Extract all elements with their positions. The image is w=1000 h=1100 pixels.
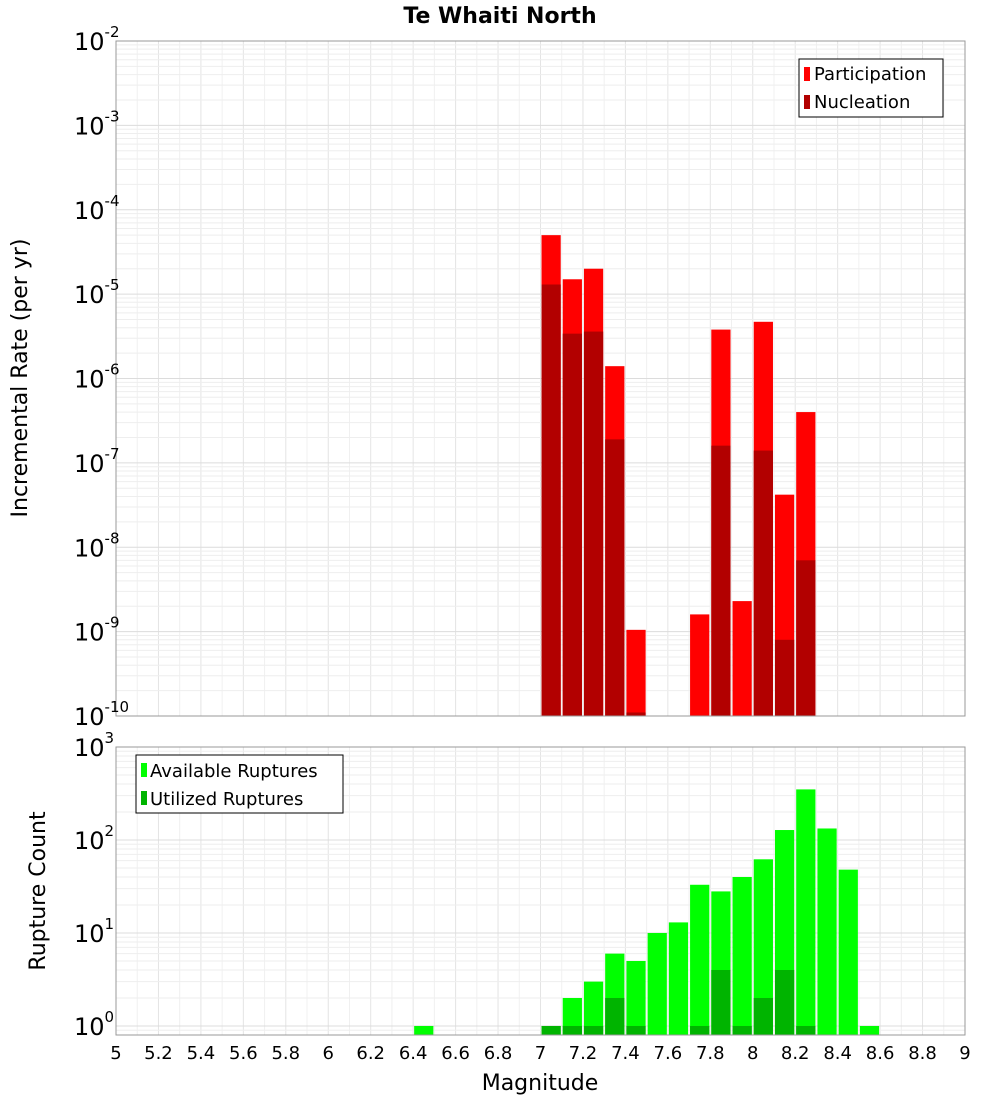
bottom-bar-series1 — [668, 922, 689, 1035]
x-tick-label: 8.8 — [908, 1043, 937, 1064]
x-tick-label: 6.2 — [356, 1043, 385, 1064]
chart-title: Te Whaiti North — [403, 4, 596, 29]
x-axis-label: Magnitude — [482, 1071, 599, 1096]
rupture-count-panel: 100 101 102 103 5 5.2 5.4 5.6 5.8 6 6.2 6.4 6.6 6.8 7… — [26, 729, 971, 1096]
legend-swatch-nucleation — [804, 95, 810, 109]
legend-swatch-available — [141, 763, 147, 777]
top-legend: Participation Nucleation — [798, 58, 944, 118]
bottom-bar-series2 — [732, 1025, 752, 1035]
legend-label-participation: Participation — [814, 64, 926, 85]
top-bar-series2 — [562, 333, 582, 716]
legend-label-utilized: Utilized Ruptures — [150, 789, 303, 810]
bottom-x-ticks: 5 5.2 5.4 5.6 5.8 6 6.2 6.4 6.6 6.8 7 7.2 7.4 7.6 7.8 8… — [110, 1043, 970, 1064]
bottom-y-tick-label: 102 — [74, 822, 114, 855]
x-tick-label: 6.6 — [441, 1043, 470, 1064]
bottom-bar-series1 — [562, 997, 582, 1035]
top-plot-frame — [115, 40, 966, 717]
top-y-tick-label: 10-10 — [74, 698, 129, 731]
x-tick-label: 9 — [959, 1043, 970, 1064]
bottom-bar-series2 — [753, 997, 773, 1035]
bottom-bar-series1 — [583, 981, 604, 1035]
bottom-y-tick-label: 103 — [74, 729, 114, 762]
top-bar-series1 — [626, 629, 646, 716]
bottom-bar-series2 — [605, 997, 625, 1035]
bottom-legend-box — [135, 754, 344, 814]
bottom-bar-series2 — [583, 1025, 604, 1035]
x-tick-label: 5.6 — [229, 1043, 258, 1064]
top-y-tick-label: 10-4 — [74, 192, 120, 225]
top-legend-box — [798, 58, 944, 118]
top-bar-series1 — [690, 614, 710, 716]
x-tick-label: 8.2 — [781, 1043, 810, 1064]
top-bar-series2 — [626, 712, 646, 716]
bottom-bar-series1 — [732, 877, 752, 1035]
bottom-y-tick-label: 101 — [74, 915, 114, 948]
bottom-bar-series1 — [753, 859, 773, 1035]
x-tick-label: 8.6 — [866, 1043, 895, 1064]
legend-label-available: Available Ruptures — [150, 761, 318, 782]
bottom-bar-series1 — [690, 884, 710, 1035]
bottom-bar-series2 — [774, 969, 795, 1035]
x-tick-label: 7.4 — [611, 1043, 640, 1064]
top-y-tick-label: 10-7 — [74, 445, 120, 478]
top-bar-series2 — [711, 445, 731, 716]
bottom-bar-series2 — [711, 969, 731, 1035]
bottom-y-tick-label: 100 — [74, 1008, 114, 1041]
top-bar-series2 — [605, 439, 625, 716]
bottom-bar-series1 — [626, 960, 646, 1035]
legend-swatch-utilized — [141, 791, 147, 805]
x-tick-label: 8 — [747, 1043, 758, 1064]
x-tick-label: 7.8 — [696, 1043, 725, 1064]
top-bar-series2 — [583, 331, 604, 716]
bottom-legend: Available Ruptures Utilized Ruptures — [135, 754, 344, 814]
bottom-y-axis-label: Rupture Count — [26, 811, 51, 971]
top-bar-series2 — [541, 284, 561, 716]
x-tick-label: 6 — [323, 1043, 334, 1064]
bottom-grid — [116, 747, 965, 1035]
x-tick-label: 6.4 — [399, 1043, 428, 1064]
top-y-tick-label: 10-3 — [74, 107, 120, 140]
top-grid — [116, 41, 965, 716]
top-bars — [541, 235, 816, 716]
bottom-bar-series2 — [796, 1025, 816, 1035]
incremental-rate-panel: 10-10 10-9 10-8 10-7 10-6 10-5 10-4 10-3 10-2 In… — [8, 23, 966, 731]
top-y-tick-label: 10-5 — [74, 276, 120, 309]
top-y-tick-label: 10-6 — [74, 361, 120, 394]
x-tick-label: 7 — [535, 1043, 546, 1064]
top-y-tick-label: 10-8 — [74, 529, 120, 562]
bottom-bar-series2 — [690, 1025, 710, 1035]
bottom-bar-series1 — [414, 1025, 434, 1035]
bottom-bar-series1 — [796, 789, 816, 1035]
bottom-bar-series1 — [647, 932, 667, 1035]
bottom-bar-series1 — [838, 869, 858, 1035]
bottom-bar-series1 — [817, 828, 837, 1035]
top-y-axis-label: Incremental Rate (per yr) — [8, 239, 33, 518]
bottom-bar-series2 — [626, 1025, 646, 1035]
top-bar-series1 — [732, 601, 752, 716]
x-tick-label: 6.8 — [484, 1043, 513, 1064]
top-y-tick-label: 10-9 — [74, 614, 120, 647]
top-bar-series2 — [753, 450, 773, 716]
x-tick-label: 7.2 — [569, 1043, 598, 1064]
bottom-bar-series1 — [859, 1025, 880, 1035]
top-bar-series2 — [774, 639, 795, 716]
legend-label-nucleation: Nucleation — [814, 92, 910, 113]
x-tick-label: 8.4 — [823, 1043, 852, 1064]
x-tick-label: 7.6 — [654, 1043, 683, 1064]
bottom-bar-series2 — [562, 1025, 582, 1035]
top-y-tick-label: 10-2 — [74, 23, 120, 56]
bottom-bar-series2 — [541, 1025, 561, 1035]
bottom-y-ticks: 100 101 102 103 — [74, 729, 114, 1041]
x-tick-label: 5 — [110, 1043, 121, 1064]
x-tick-label: 5.4 — [187, 1043, 216, 1064]
bottom-plot-frame — [115, 746, 966, 1036]
bottom-bars — [414, 789, 880, 1035]
x-tick-label: 5.2 — [144, 1043, 173, 1064]
x-tick-label: 5.8 — [271, 1043, 300, 1064]
legend-swatch-participation — [804, 67, 810, 81]
top-bar-series2 — [796, 560, 816, 716]
